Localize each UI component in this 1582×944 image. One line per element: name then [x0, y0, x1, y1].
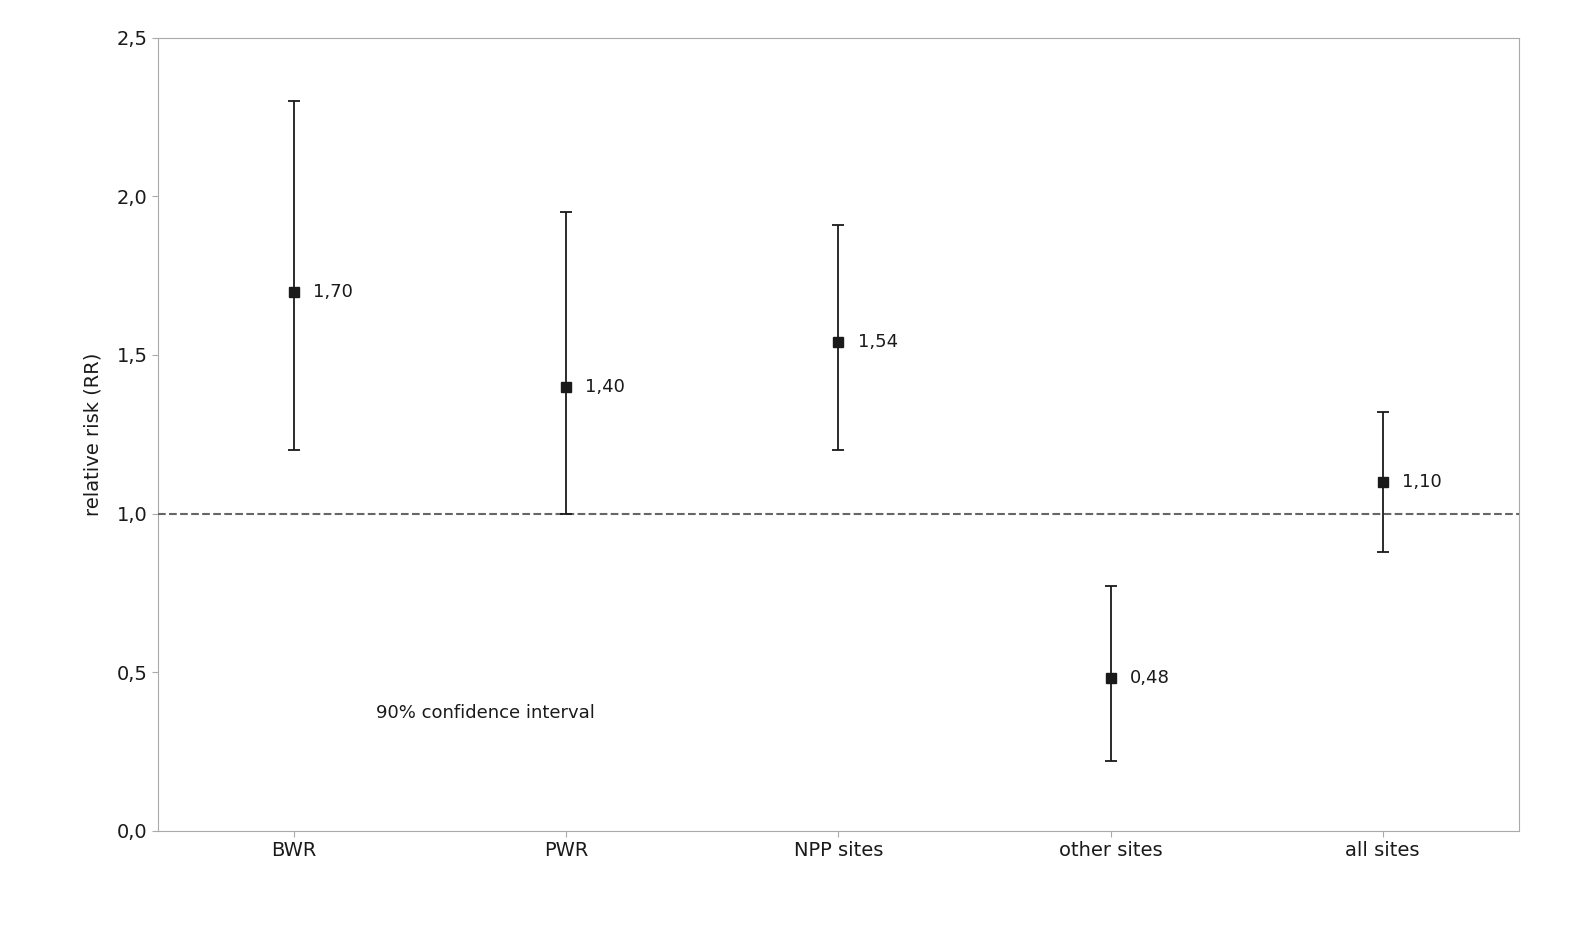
Text: 90% confidence interval: 90% confidence interval	[377, 704, 595, 722]
Text: 1,54: 1,54	[857, 333, 897, 351]
Text: 0,48: 0,48	[1130, 669, 1169, 687]
Y-axis label: relative risk (RR): relative risk (RR)	[84, 352, 103, 516]
Text: 1,10: 1,10	[1402, 473, 1441, 491]
Text: 1,40: 1,40	[585, 378, 625, 396]
Text: 1,70: 1,70	[313, 282, 353, 300]
